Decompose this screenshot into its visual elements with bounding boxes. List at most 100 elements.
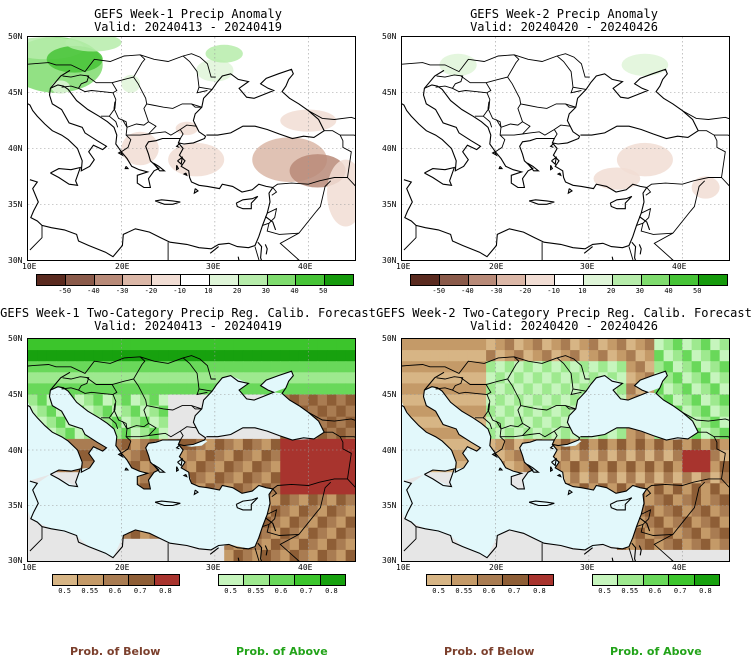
lat-label: 50N — [8, 32, 23, 41]
probability-cell — [710, 450, 721, 462]
probability-cell — [252, 361, 263, 373]
probability-cell — [700, 494, 711, 507]
probability-cell — [149, 350, 160, 362]
probability-cell — [289, 350, 300, 362]
probability-cell — [205, 339, 216, 351]
probability-cell — [411, 405, 422, 418]
probability-cell — [280, 450, 291, 462]
coastline — [117, 151, 124, 157]
colorbar-swatch — [555, 275, 584, 285]
probability-cell — [177, 450, 188, 462]
probability-cell — [663, 438, 674, 451]
colorbar-label: 0.7 — [299, 587, 313, 595]
probability-cell — [523, 394, 534, 407]
probability-cell — [588, 350, 599, 362]
probability-cell — [523, 461, 534, 473]
probability-cell — [224, 461, 235, 473]
probability-cell — [467, 339, 478, 351]
probability-cell — [570, 339, 581, 351]
probability-cell — [682, 472, 693, 484]
country-border — [196, 87, 208, 94]
probability-cell — [242, 461, 253, 473]
probability-cell — [121, 339, 132, 351]
probability-cell — [270, 494, 281, 507]
country-border — [28, 54, 146, 84]
lat-label: 45N — [382, 390, 397, 399]
probability-cell — [289, 383, 300, 396]
probability-cell — [654, 527, 665, 540]
probability-cell — [672, 438, 683, 451]
probability-cell — [37, 372, 48, 384]
probability-cell — [56, 427, 66, 440]
probability-cell — [710, 427, 721, 440]
probability-cell — [691, 438, 702, 451]
probability-cell — [458, 361, 468, 373]
colorbar-label: -40 — [87, 287, 100, 295]
colorbar-swatch — [497, 275, 527, 285]
country-border — [126, 129, 181, 136]
probability-cell — [514, 461, 525, 473]
probability-cell — [326, 494, 337, 507]
coastline — [237, 557, 240, 561]
legend-below: Prob. of Below — [444, 645, 535, 658]
probability-cell — [205, 438, 216, 451]
probability-cell — [317, 505, 328, 518]
probability-cell — [336, 438, 347, 451]
probability-cell — [130, 361, 141, 373]
probability-cell — [719, 405, 729, 418]
probability-cell — [280, 361, 291, 373]
probability-cell — [458, 450, 468, 462]
probability-cell — [252, 461, 263, 473]
country-border — [682, 411, 729, 422]
probability-cell — [598, 361, 609, 373]
probability-cell — [691, 416, 702, 429]
probability-cell — [308, 483, 319, 495]
probability-cell — [28, 527, 38, 540]
probability-cell — [420, 549, 431, 561]
probability-cell — [130, 416, 141, 429]
probability-cell — [700, 427, 711, 440]
country-border — [570, 388, 582, 396]
probability-cell — [345, 405, 355, 418]
country-border — [61, 74, 90, 89]
probability-cell — [672, 461, 683, 473]
probability-cell — [261, 538, 272, 551]
probability-cell — [476, 549, 487, 561]
probability-cell — [317, 472, 328, 484]
probability-cell — [560, 461, 571, 473]
probability-cell — [682, 383, 693, 396]
probability-cell — [710, 339, 721, 351]
probability-cell — [607, 339, 618, 351]
probability-cell — [252, 339, 263, 351]
probability-cell — [691, 394, 702, 407]
probability-cell — [635, 527, 646, 540]
probability-cell — [672, 538, 683, 551]
probability-cell — [233, 361, 244, 373]
probability-cell — [298, 483, 309, 495]
probability-cell — [644, 472, 655, 484]
probability-cell — [635, 450, 646, 462]
colorbar-swatch — [526, 275, 556, 285]
coastline — [154, 199, 181, 205]
probability-cell — [486, 416, 497, 429]
probability-cell — [560, 472, 571, 484]
panel-valid: Valid: 20240413 - 20240419 — [94, 20, 282, 34]
probability-cell — [261, 427, 272, 440]
probability-cell — [308, 394, 319, 407]
probability-cell — [504, 383, 515, 396]
probability-cell — [140, 383, 151, 396]
probability-cell — [242, 339, 253, 351]
country-border — [640, 524, 673, 536]
colorbar-swatch — [219, 575, 245, 585]
country-border — [553, 430, 558, 441]
probability-cell — [420, 405, 431, 418]
probability-cell — [326, 538, 337, 551]
country-border — [483, 115, 493, 128]
probability-cell — [46, 361, 57, 373]
probability-cell — [570, 472, 581, 484]
probability-cell — [663, 516, 674, 529]
country-border — [565, 103, 576, 108]
lon-label: 20E — [489, 563, 504, 572]
probability-cell — [682, 405, 693, 418]
probability-cell — [214, 450, 225, 462]
